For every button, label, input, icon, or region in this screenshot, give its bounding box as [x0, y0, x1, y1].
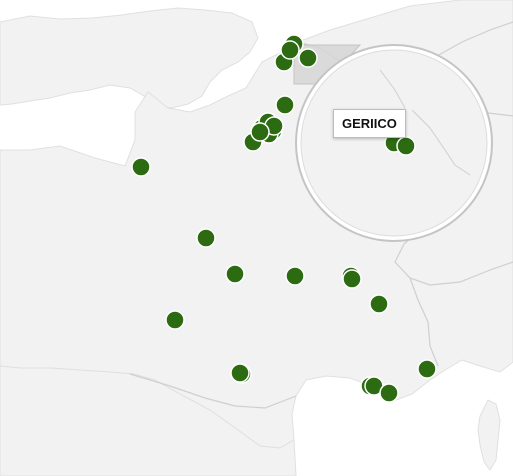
- location-marker[interactable]: [342, 269, 362, 289]
- location-marker[interactable]: [396, 136, 416, 156]
- location-marker[interactable]: [230, 363, 250, 383]
- location-marker[interactable]: [250, 122, 270, 142]
- location-marker[interactable]: [275, 95, 295, 115]
- lens-border-detail: [411, 109, 471, 176]
- location-marker[interactable]: [225, 264, 245, 284]
- border-switzerland: [394, 243, 513, 286]
- marker-layer: [131, 34, 437, 403]
- location-marker[interactable]: [298, 48, 318, 68]
- location-marker[interactable]: [280, 40, 300, 60]
- landmass-iberia: [0, 365, 297, 476]
- border-spain: [129, 373, 297, 409]
- location-marker[interactable]: [196, 228, 216, 248]
- landmass-corsica: [477, 399, 501, 471]
- location-marker[interactable]: [379, 383, 399, 403]
- location-marker[interactable]: [285, 266, 305, 286]
- location-marker[interactable]: [417, 359, 437, 379]
- location-marker[interactable]: [131, 157, 151, 177]
- location-marker[interactable]: [165, 310, 185, 330]
- location-marker[interactable]: [369, 294, 389, 314]
- border-italy: [409, 277, 439, 367]
- tooltip-label: GERIICO: [333, 109, 406, 138]
- landmass-great-britain: [0, 7, 259, 109]
- lens-border-detail-2: [379, 69, 406, 109]
